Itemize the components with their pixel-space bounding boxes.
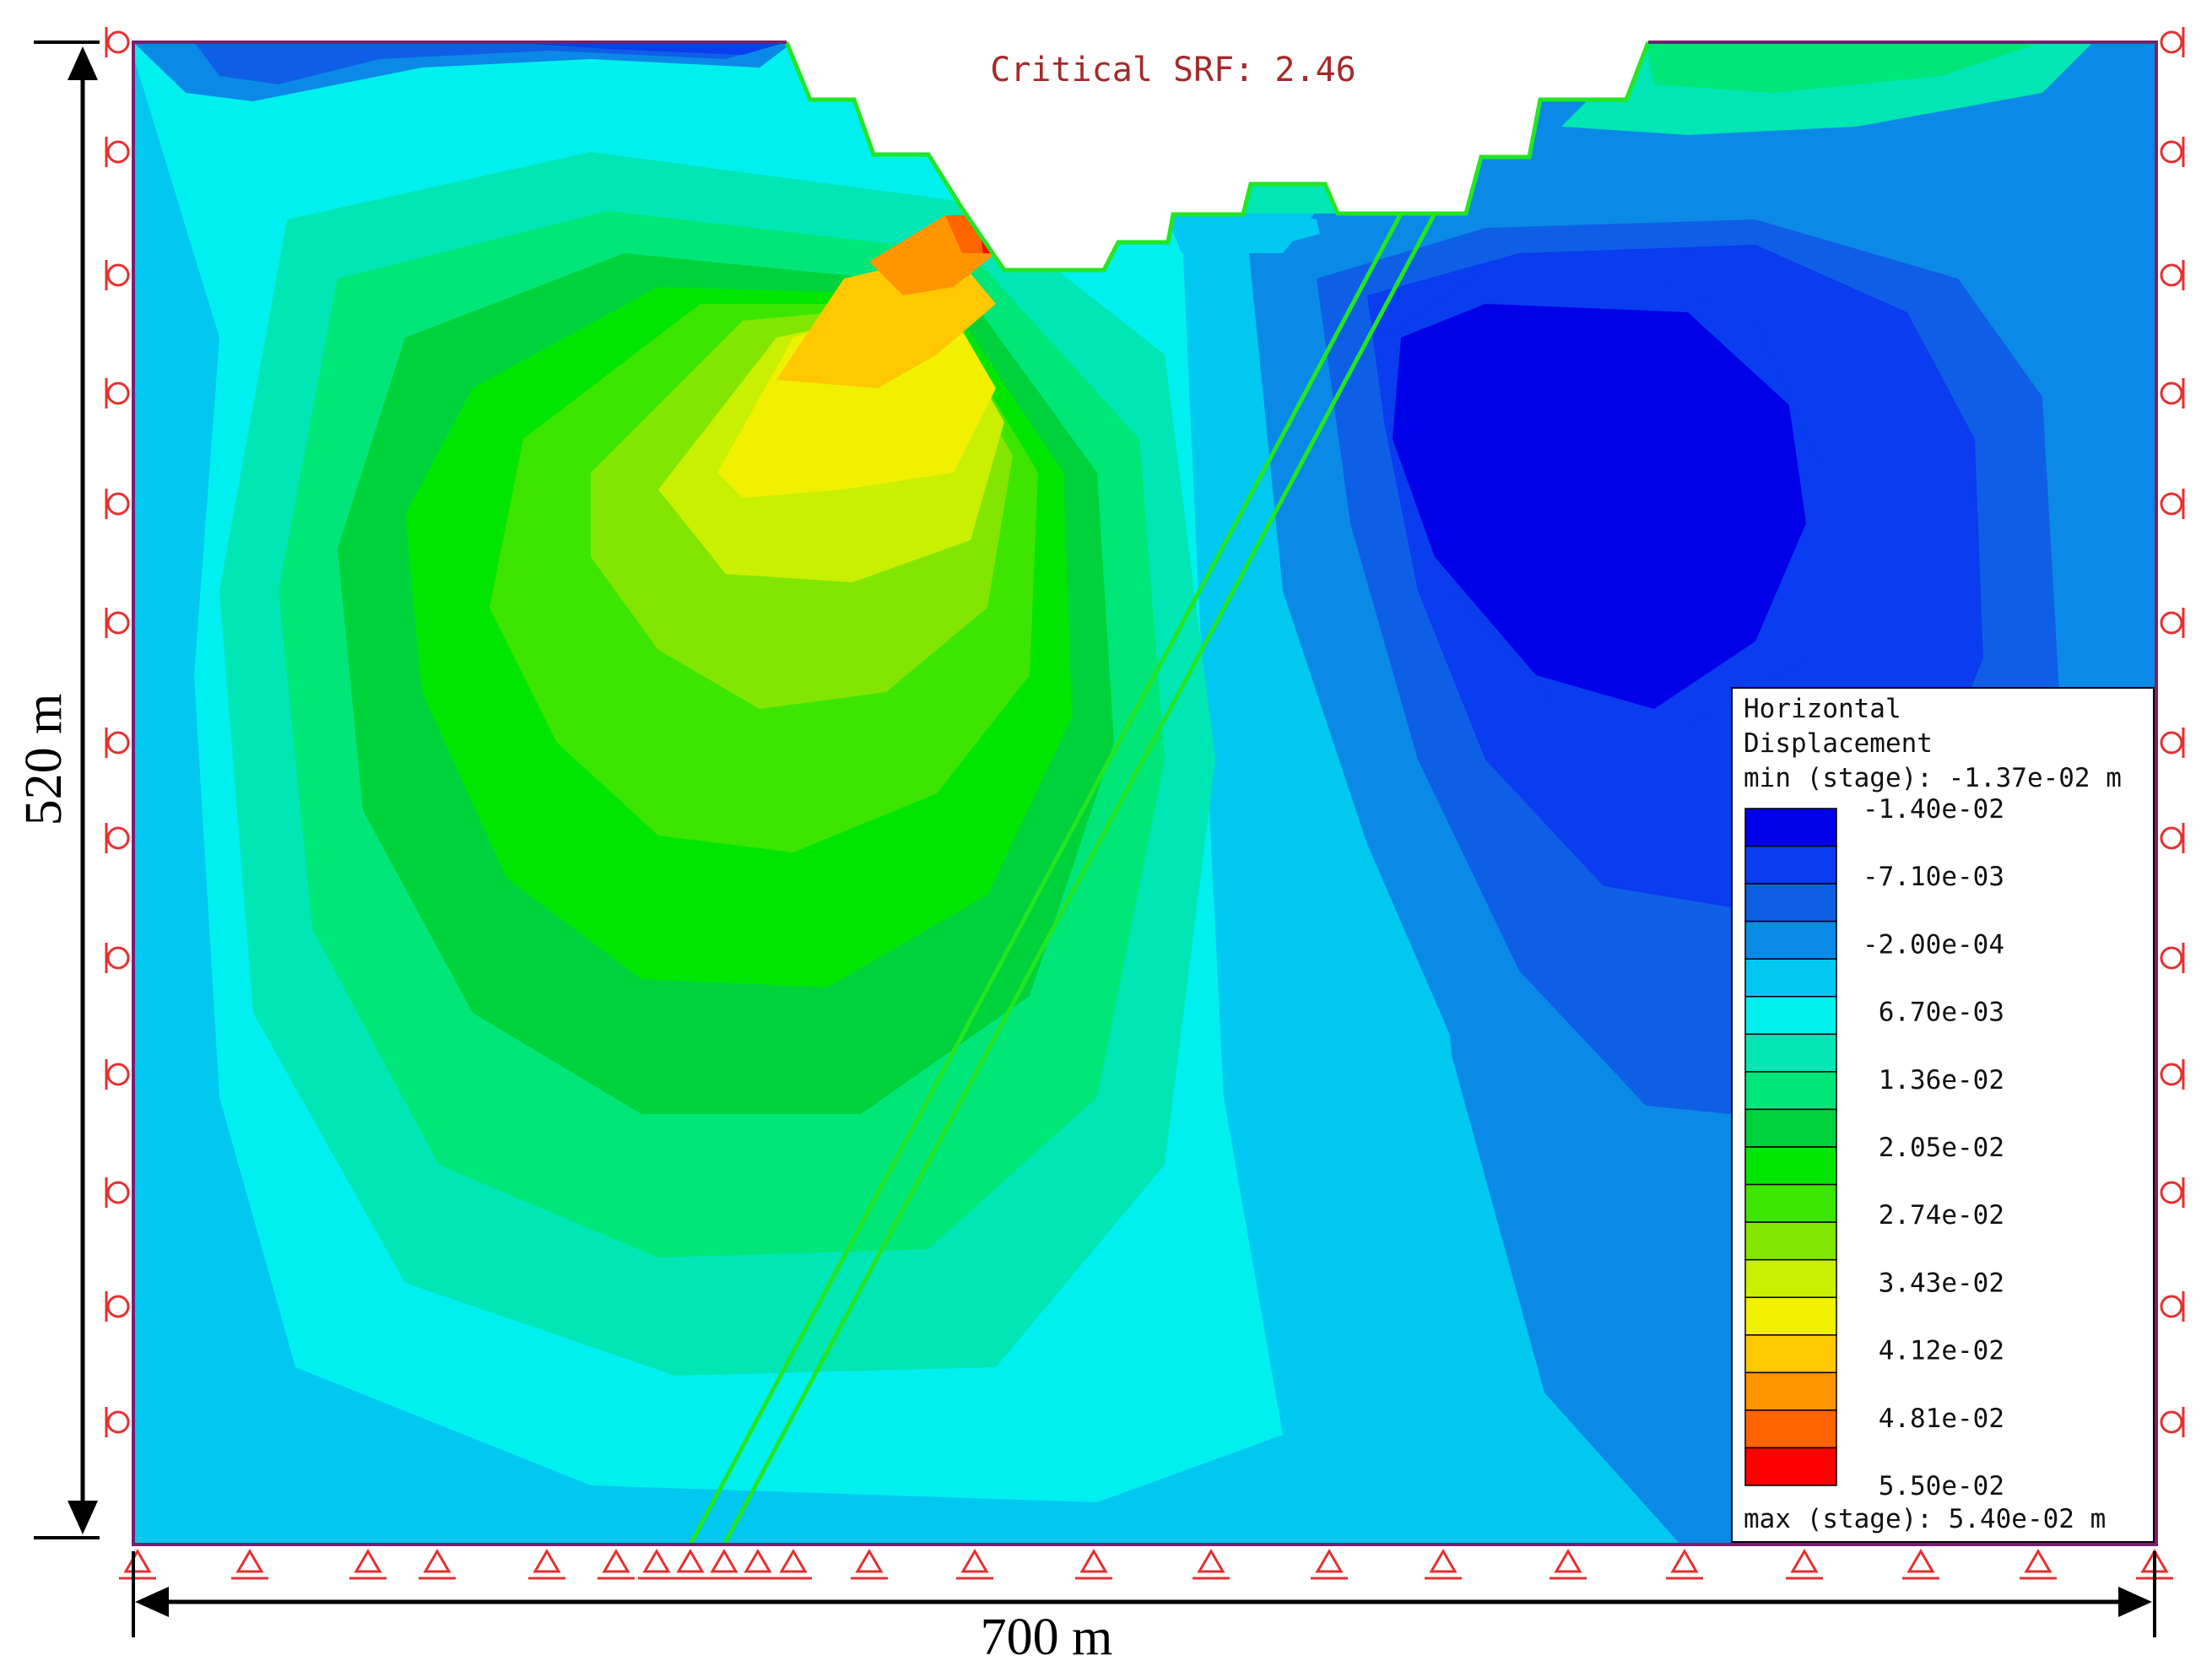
model-boundary: [132, 41, 2158, 1546]
legend-swatch: [1744, 1409, 1837, 1449]
bottom-pin-supports: [119, 1549, 2173, 1580]
legend-swatch: [1744, 1108, 1837, 1148]
legend: Horizontal Displacement min (stage): -1.…: [1731, 687, 2155, 1543]
width-label: 700 m: [981, 1609, 1113, 1666]
legend-values: -1.40e-02 -7.10e-03 -2.00e-04 6.70e-03 1.36e…: [1863, 794, 2004, 1501]
legend-swatch: [1744, 1334, 1837, 1374]
legend-value-label: -2.00e-04: [1863, 929, 2004, 960]
fault-zone: [688, 212, 1437, 1546]
legend-value-label: 2.05e-02: [1879, 1133, 2004, 1163]
legend-title-line2: Displacement: [1744, 728, 1933, 759]
legend-swatch: [1744, 1071, 1837, 1111]
legend-swatch: [1744, 845, 1837, 884]
legend-value-label: 5.50e-02: [1879, 1471, 2004, 1501]
legend-value-label: 4.12e-02: [1879, 1336, 2004, 1366]
legend-swatch: [1744, 883, 1837, 922]
legend-value-label: -7.10e-03: [1863, 862, 2004, 892]
legend-value-label: 1.36e-02: [1879, 1065, 2004, 1095]
left-roller-supports: [105, 27, 130, 1437]
right-roller-supports: [2160, 27, 2185, 1437]
legend-swatch: [1744, 808, 1837, 847]
legend-swatch: [1744, 1447, 1837, 1486]
pit-surface-line: [784, 41, 1651, 273]
legend-min-label: min (stage): -1.37e-02 m: [1744, 763, 2122, 793]
width-dimension: [132, 1551, 2156, 1637]
legend-swatch: [1744, 1183, 1837, 1223]
legend-swatch: [1744, 920, 1837, 960]
legend-swatch: [1744, 996, 1837, 1036]
legend-title-line1: Horizontal: [1744, 694, 1901, 724]
legend-value-label: 6.70e-03: [1879, 998, 2004, 1028]
legend-swatch: [1744, 1296, 1837, 1336]
legend-swatch: [1744, 1033, 1837, 1073]
legend-swatch: [1744, 958, 1837, 998]
height-label: 520 m: [15, 694, 73, 826]
legend-value-label: 3.43e-02: [1879, 1268, 2004, 1298]
legend-value-label: 4.81e-02: [1879, 1404, 2004, 1434]
legend-swatches: [1744, 808, 1837, 1486]
legend-swatch: [1744, 1221, 1837, 1261]
legend-value-label: 2.74e-02: [1879, 1200, 2004, 1231]
legend-value-label: -1.40e-02: [1863, 794, 2004, 825]
height-dimension: [34, 41, 100, 1539]
critical-srf-label: Critical SRF: 2.46: [990, 51, 1355, 89]
legend-max-label: max (stage): 5.40e-02 m: [1744, 1504, 2106, 1534]
legend-swatch: [1744, 1258, 1837, 1298]
legend-swatch: [1744, 1146, 1837, 1186]
contour-field: [133, 42, 2156, 1544]
legend-swatch: [1744, 1371, 1837, 1411]
